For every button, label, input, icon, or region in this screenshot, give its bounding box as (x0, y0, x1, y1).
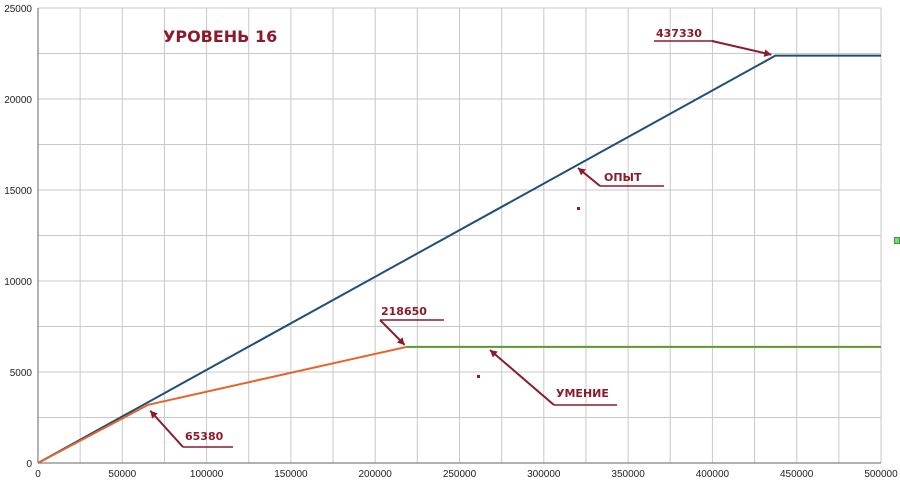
y-tick-label: 15000 (4, 186, 32, 197)
stray-mark (577, 207, 580, 210)
y-tick-label: 10000 (4, 277, 32, 288)
stray-mark (477, 375, 480, 378)
x-tick-label: 50000 (108, 469, 136, 480)
x-tick-label: 250000 (443, 469, 477, 480)
annotation-label: 218650 (381, 305, 427, 318)
annotation-arrowhead (763, 49, 772, 57)
annotation-label: 65380 (185, 430, 224, 443)
annotation-label: 437330 (656, 27, 702, 40)
chart-annotations: 437330 218650 65380 ОПЫТ УМЕНИЕ (149, 27, 772, 448)
series-line (37, 54, 881, 464)
chart-title: УРОВЕНЬ 16 (163, 27, 277, 46)
chart-series (37, 54, 881, 464)
x-tick-label: 100000 (190, 469, 224, 480)
x-tick-label: 500000 (864, 469, 898, 480)
y-tick-label: 5000 (10, 368, 33, 379)
x-tick-label: 200000 (359, 469, 393, 480)
chart-ticks: 0 50000 100000 150000 200000 250000 300000 3500… (4, 4, 898, 480)
x-tick-label: 0 (35, 469, 41, 480)
y-tick-label: 25000 (4, 4, 32, 15)
series-line (37, 345, 407, 464)
annotation-label: УМЕНИЕ (556, 387, 609, 400)
x-tick-label: 350000 (611, 469, 645, 480)
x-tick-label: 300000 (527, 469, 561, 480)
x-tick-label: 400000 (696, 469, 730, 480)
annotation-arrowhead (578, 168, 586, 176)
annotation-arrow (711, 40, 772, 56)
annotation-arrowhead (490, 350, 498, 358)
chart-grid (37, 7, 882, 464)
annotation-label: ОПЫТ (604, 171, 642, 184)
x-tick-label: 150000 (274, 469, 308, 480)
annotation-arrow (489, 349, 555, 406)
y-tick-label: 20000 (4, 95, 32, 106)
resize-handle[interactable] (894, 237, 900, 244)
y-tick-label: 0 (26, 459, 32, 470)
annotation-arrow (149, 410, 184, 448)
annotation-arrowhead (150, 410, 158, 419)
annotation-arrowhead (396, 337, 405, 345)
x-tick-label: 450000 (780, 469, 814, 480)
